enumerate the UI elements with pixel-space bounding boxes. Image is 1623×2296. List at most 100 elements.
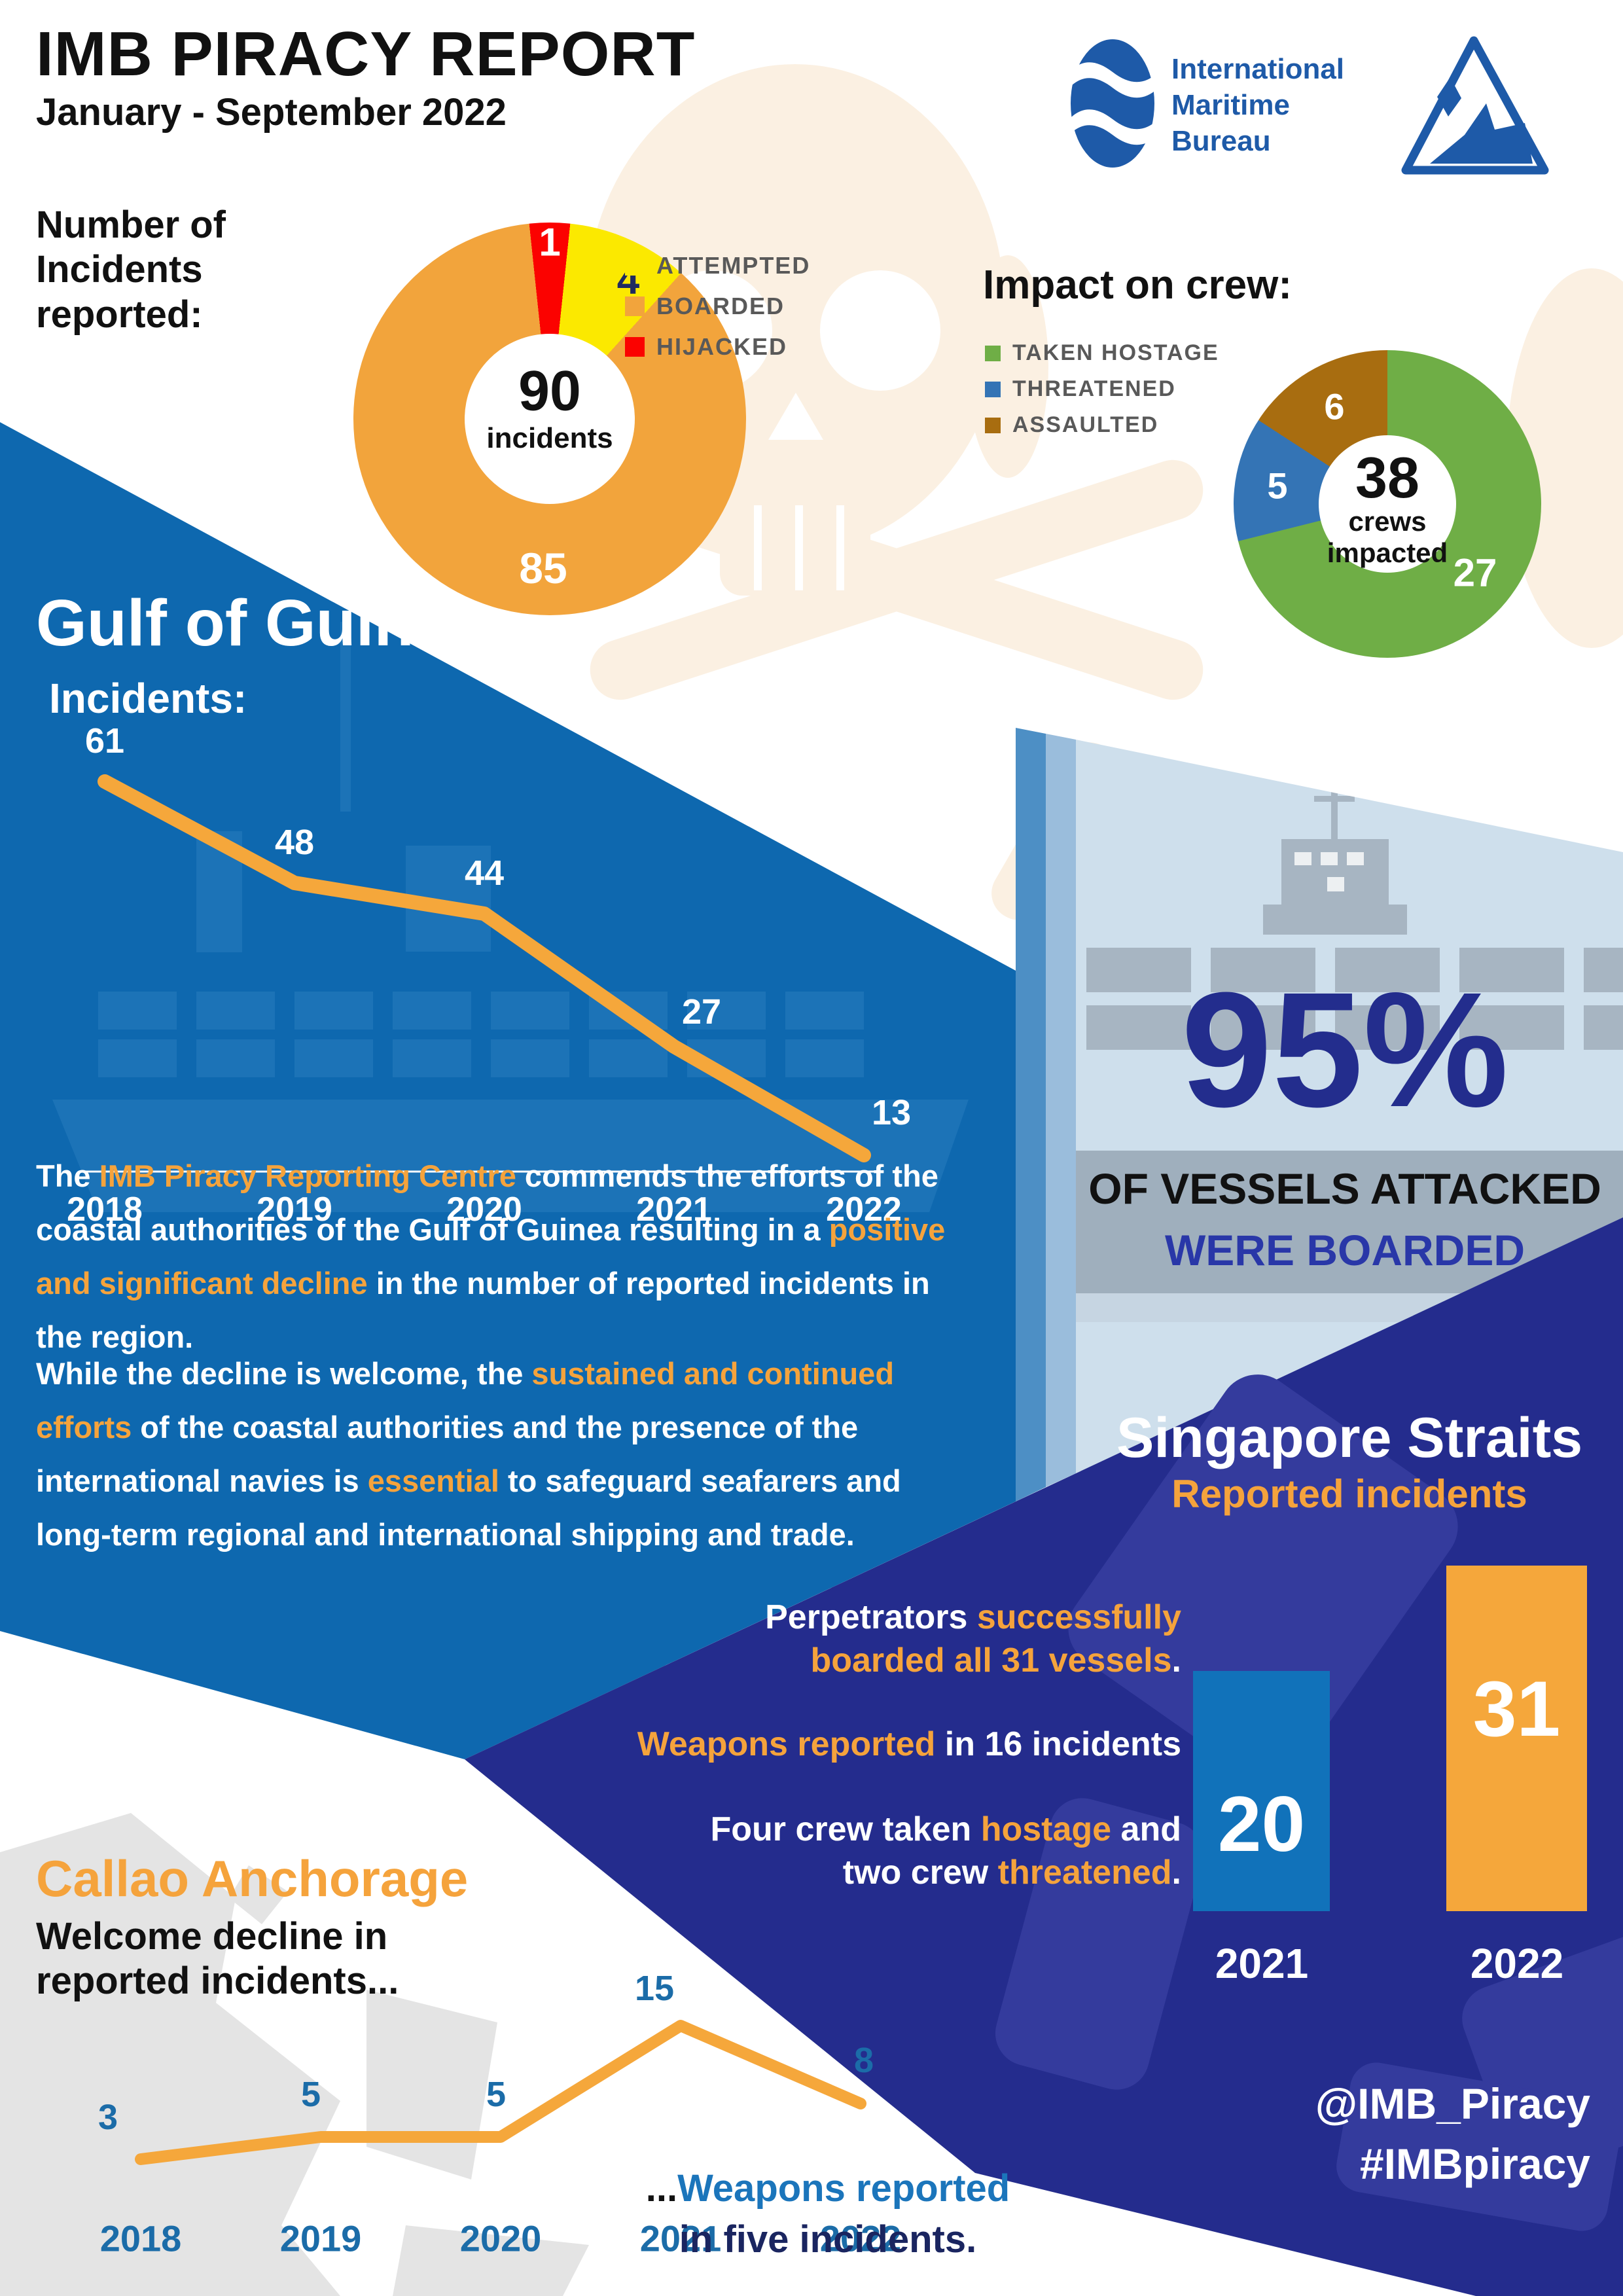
gulf-value-2018: 61 [84, 721, 125, 761]
boarded-value-label: 85 [519, 544, 567, 592]
f1-run3: . [1171, 1641, 1181, 1679]
callao-year-2022: 2022 [819, 2217, 902, 2259]
p1-run5: in the number of reported incidents in t… [36, 1266, 930, 1354]
note-dots: ... [645, 2167, 678, 2210]
weapons-note-line1: ...Weapons reported [646, 2163, 1010, 2214]
p1-run1: The [36, 1158, 99, 1193]
f3-run2: hostage [980, 1810, 1112, 1848]
hashtag[interactable]: #IMBpiracy [1359, 2140, 1590, 2188]
crew-legend: TAKEN HOSTAGE THREATENED ASSAULTED [985, 340, 1219, 438]
threatened-legend-label: THREATENED [1012, 376, 1176, 401]
imb-logo-line1: International [1171, 53, 1345, 85]
crew-total: 38 [1355, 445, 1419, 510]
crew-total-label2: impacted [1327, 537, 1448, 568]
f3-run4: threatened [997, 1854, 1172, 1892]
hijacked-color-swatch [625, 337, 645, 357]
twitter-handle[interactable]: @IMB_Piracy [1315, 2079, 1590, 2128]
imb-logo-text: International Maritime Bureau [1171, 51, 1344, 159]
singapore-fact-3: Four crew taken hostage and two crew thr… [684, 1808, 1181, 1894]
gulf-year-2019: 2019 [257, 1191, 332, 1229]
page-subtitle: January - September 2022 [36, 91, 507, 134]
crew-donut-hole [1319, 435, 1456, 573]
gulf-year-2020: 2020 [446, 1191, 522, 1229]
hijacked-value-label: 1 [539, 220, 561, 264]
legend-item-boarded: BOARDED [625, 293, 810, 320]
stripe-medium [1016, 728, 1046, 1501]
singapore-fact-2: Weapons reported in 16 incidents [553, 1723, 1181, 1766]
bar-2022: 31 [1446, 1566, 1587, 1911]
p1-run2: IMB Piracy Reporting Centre [99, 1158, 516, 1193]
p2-run5: to safeguard seafarers and long-term reg… [36, 1463, 901, 1552]
attempted-legend-label: ATTEMPTED [656, 252, 811, 279]
incidents-donut: 1 4 85 90 incidents [353, 220, 746, 615]
bar-2021-value: 20 [1217, 1780, 1306, 1868]
boarded-stat-line2: WERE BOARDED [1164, 1226, 1525, 1274]
callao-year-2020: 2020 [459, 2217, 542, 2259]
gulf-value-2020: 44 [464, 853, 505, 893]
hijacked-legend-label: HIJACKED [656, 333, 788, 360]
assaulted-value-label: 6 [1324, 386, 1345, 427]
gulf-panel [0, 422, 1016, 1759]
incidents-heading-line3: reported: [36, 293, 203, 336]
singapore-fact-1: Perpetrators successfully boarded all 31… [684, 1596, 1181, 1682]
boarded-stat-value: 95% [1181, 958, 1509, 1141]
gulf-value-2021: 27 [681, 992, 722, 1031]
legend-item-assaulted: ASSAULTED [985, 412, 1219, 438]
incidents-heading-line1: Number of [36, 204, 226, 246]
gulf-subtitle: Incidents: [49, 675, 247, 722]
callao-value-2021: 15 [634, 1969, 675, 2008]
legend-item-hijacked: HIJACKED [625, 333, 810, 361]
gulf-paragraph-2: While the decline is welcome, the sustai… [36, 1347, 939, 1562]
f2-run2: in 16 incidents [935, 1725, 1181, 1763]
callao-subtitle-line1: Welcome decline in [36, 1915, 388, 1958]
p2-run2: sustained and continued efforts [36, 1356, 895, 1444]
assaulted-color-swatch [985, 417, 1001, 433]
legend-item-attempted: ATTEMPTED [625, 252, 810, 279]
gulf-paragraph-1: The IMB Piracy Reporting Centre commends… [36, 1149, 972, 1364]
callao-year-2019: 2019 [279, 2217, 362, 2259]
f2-run1: Weapons reported [637, 1725, 936, 1763]
bar-2022-value: 31 [1472, 1665, 1561, 1753]
p2-run4: essential [367, 1463, 499, 1498]
callao-subtitle-line2: reported incidents... [36, 1960, 399, 2002]
navy-map-watermark [995, 1374, 1623, 2231]
gulf-year-2022: 2022 [826, 1191, 902, 1229]
gulf-value-2022: 13 [871, 1093, 912, 1132]
callao-year-2018: 2018 [99, 2217, 182, 2259]
f1-run2: successfully boarded all 31 vessels [810, 1598, 1181, 1679]
legend-item-threatened: THREATENED [985, 376, 1219, 402]
incidents-total-label: incidents [486, 422, 613, 454]
weapons-note: ...Weapons reported in five incidents. [646, 2163, 1010, 2265]
crew-heading: Impact on crew: [983, 262, 1292, 308]
f1-run1: Perpetrators [765, 1598, 977, 1636]
page-title: IMB PIRACY REPORT [36, 19, 696, 89]
bar-year-2021: 2021 [1215, 1940, 1309, 1987]
incidents-heading: Number of Incidents reported: [36, 203, 226, 337]
p2-run1: While the decline is welcome, the [36, 1356, 532, 1391]
stripe-light [1046, 734, 1076, 1487]
bar-2021: 20 [1193, 1671, 1330, 1911]
social-handles: @IMB_Piracy #IMBpiracy [1315, 2073, 1590, 2194]
imb-logo-line2: Maritime [1171, 89, 1290, 121]
f3-run3: and two crew [842, 1810, 1181, 1892]
imb-logo-mark [1068, 39, 1157, 168]
callao-chart-line [135, 2020, 866, 2165]
gulf-title: Gulf of Guinea [36, 586, 487, 660]
p1-run3: commends the efforts of the coastal auth… [36, 1158, 938, 1247]
gulf-value-2019: 48 [274, 823, 315, 862]
imb-logo-line3: Bureau [1171, 125, 1271, 157]
crew-donut: 27 5 6 38 crews impacted [1234, 350, 1541, 658]
callao-title: Callao Anchorage [36, 1850, 469, 1907]
triangle-logo [1401, 36, 1549, 175]
legend-item-hostage: TAKEN HOSTAGE [985, 340, 1219, 366]
weapons-note-line2: in five incidents. [679, 2218, 977, 2261]
f3-run5: . [1171, 1854, 1181, 1892]
singapore-title: Singapore Straits [1116, 1407, 1583, 1469]
callao-year-2021: 2021 [639, 2217, 722, 2259]
incidents-heading-line2: Incidents [36, 248, 203, 291]
singapore-subtitle: Reported incidents [1171, 1472, 1527, 1516]
crew-total-label1: crews [1348, 506, 1427, 537]
gulf-ship-watermark [52, 622, 969, 1212]
